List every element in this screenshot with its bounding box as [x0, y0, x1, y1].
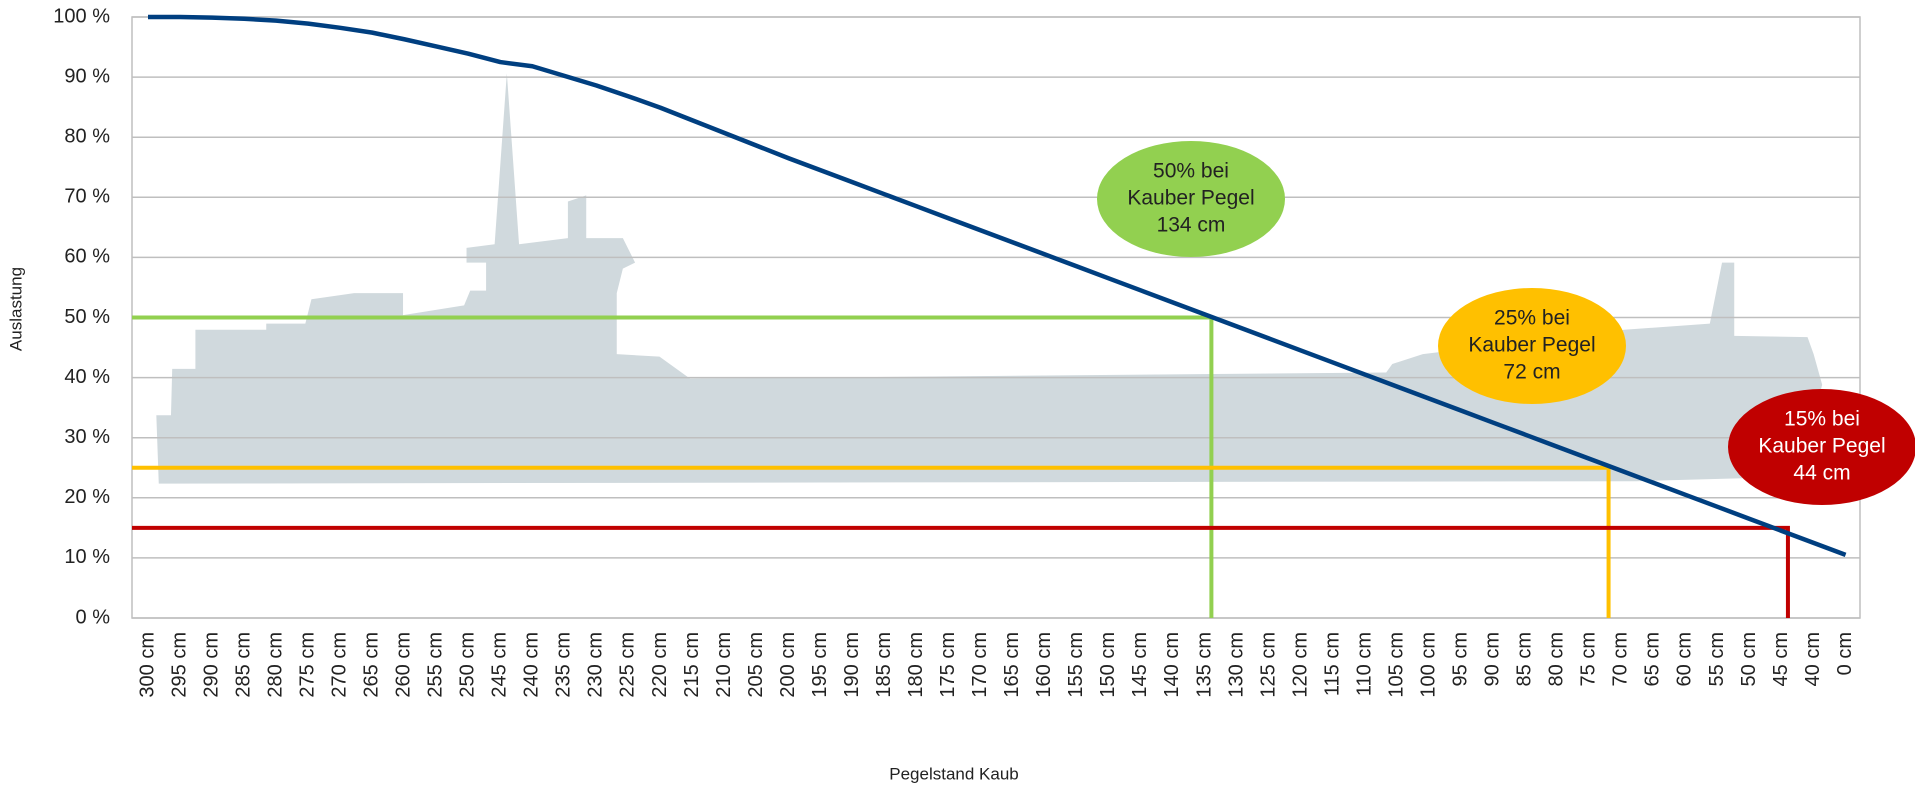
annotation-text: 44 cm [1793, 462, 1850, 485]
x-tick-label: 270 cm [328, 632, 350, 698]
x-tick-label: 225 cm [617, 632, 639, 698]
y-tick-label: 80 % [64, 125, 110, 147]
x-tick-label: 260 cm [393, 632, 415, 698]
x-tick-label: 120 cm [1289, 632, 1311, 698]
x-tick-label: 0 cm [1834, 632, 1856, 675]
x-tick-label: 55 cm [1706, 632, 1728, 686]
x-tick-label: 155 cm [1065, 632, 1087, 698]
x-tick-label: 275 cm [296, 632, 318, 698]
x-tick-label: 60 cm [1674, 632, 1696, 686]
annotation-text: Kauber Pegel [1127, 187, 1254, 210]
x-tick-label: 240 cm [521, 632, 543, 698]
y-tick-label: 70 % [64, 186, 110, 208]
x-tick-label: 50 cm [1738, 632, 1760, 686]
x-tick-label: 40 cm [1802, 632, 1824, 686]
x-tick-label: 255 cm [425, 632, 447, 698]
x-tick-label: 170 cm [969, 632, 991, 698]
x-tick-label: 115 cm [1321, 632, 1343, 696]
x-tick-label: 110 cm [1353, 632, 1375, 696]
y-tick-label: 40 % [64, 366, 110, 388]
x-tick-label: 85 cm [1514, 632, 1536, 686]
x-tick-label: 205 cm [745, 632, 767, 698]
x-tick-label: 165 cm [1001, 632, 1023, 698]
x-tick-label: 160 cm [1033, 632, 1055, 698]
y-tick-label: 90 % [64, 65, 110, 87]
x-tick-label: 295 cm [168, 632, 190, 698]
x-tick-label: 80 cm [1546, 632, 1568, 686]
y-tick-label: 100 % [53, 5, 110, 27]
reference-line [132, 525, 1790, 618]
ship-silhouette [156, 73, 1823, 484]
x-tick-label: 235 cm [553, 632, 575, 698]
x-tick-label: 215 cm [681, 632, 703, 698]
x-tick-label: 250 cm [457, 632, 479, 698]
annotation-text: Kauber Pegel [1468, 334, 1595, 357]
y-tick-label: 50 % [64, 306, 110, 328]
x-tick-label: 150 cm [1097, 632, 1119, 698]
x-tick-label: 140 cm [1161, 632, 1183, 698]
x-tick-label: 280 cm [264, 632, 286, 698]
x-tick-label: 195 cm [809, 632, 831, 698]
reference-line [132, 465, 1611, 618]
x-tick-label: 45 cm [1770, 632, 1792, 686]
x-tick-label: 265 cm [360, 632, 382, 698]
annotation-text: 50% bei [1153, 160, 1229, 183]
x-tick-label: 95 cm [1450, 632, 1472, 686]
x-tick-label: 175 cm [937, 632, 959, 698]
annotation-text: 72 cm [1503, 361, 1560, 384]
annotation-bubble [1097, 141, 1285, 257]
y-tick-label: 20 % [64, 486, 110, 508]
x-tick-label: 180 cm [905, 632, 927, 698]
x-tick-label: 145 cm [1129, 632, 1151, 698]
annotation-text: 15% bei [1784, 408, 1860, 431]
annotation-text: Kauber Pegel [1758, 435, 1885, 458]
x-tick-label: 135 cm [1193, 632, 1215, 698]
x-tick-label: 100 cm [1417, 632, 1439, 698]
x-tick-label: 70 cm [1610, 632, 1632, 686]
annotation-bubble [1728, 389, 1915, 505]
x-tick-label: 185 cm [873, 632, 895, 698]
y-tick-label: 30 % [64, 426, 110, 448]
x-tick-label: 290 cm [200, 632, 222, 698]
x-axis-title: Pegelstand Kaub [889, 764, 1019, 783]
y-tick-label: 10 % [64, 546, 110, 568]
x-tick-label: 105 cm [1385, 632, 1407, 698]
y-tick-label: 60 % [64, 246, 110, 268]
x-tick-label: 210 cm [713, 632, 735, 698]
x-tick-label: 200 cm [777, 632, 799, 698]
x-tick-label: 190 cm [841, 632, 863, 698]
y-axis-title: Auslastung [6, 267, 25, 351]
y-tick-label: 0 % [76, 606, 111, 628]
x-tick-label: 220 cm [649, 632, 671, 698]
x-tick-label: 125 cm [1257, 632, 1279, 698]
x-tick-label: 65 cm [1642, 632, 1664, 686]
annotation-text: 25% bei [1494, 307, 1570, 330]
x-tick-label: 300 cm [136, 632, 158, 698]
x-tick-label: 230 cm [585, 632, 607, 698]
x-tick-label: 130 cm [1225, 632, 1247, 698]
annotation-text: 134 cm [1157, 214, 1226, 237]
x-tick-label: 285 cm [232, 632, 254, 698]
x-tick-label: 90 cm [1482, 632, 1504, 686]
data-line [148, 14, 1847, 558]
annotation-bubble [1438, 288, 1626, 404]
x-tick-label: 245 cm [489, 632, 511, 698]
x-tick-label: 75 cm [1578, 632, 1600, 686]
